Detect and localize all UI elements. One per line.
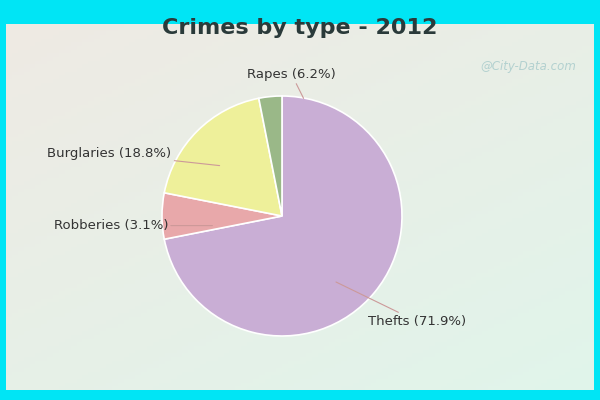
Text: Crimes by type - 2012: Crimes by type - 2012 [163, 18, 437, 38]
Wedge shape [259, 96, 282, 216]
Text: Burglaries (18.8%): Burglaries (18.8%) [47, 147, 220, 166]
Text: Rapes (6.2%): Rapes (6.2%) [247, 68, 336, 98]
Text: @City-Data.com: @City-Data.com [480, 60, 576, 73]
Text: Thefts (71.9%): Thefts (71.9%) [336, 282, 467, 328]
Wedge shape [164, 98, 282, 216]
Text: Robberies (3.1%): Robberies (3.1%) [53, 219, 212, 232]
Wedge shape [164, 96, 402, 336]
Wedge shape [162, 193, 282, 239]
